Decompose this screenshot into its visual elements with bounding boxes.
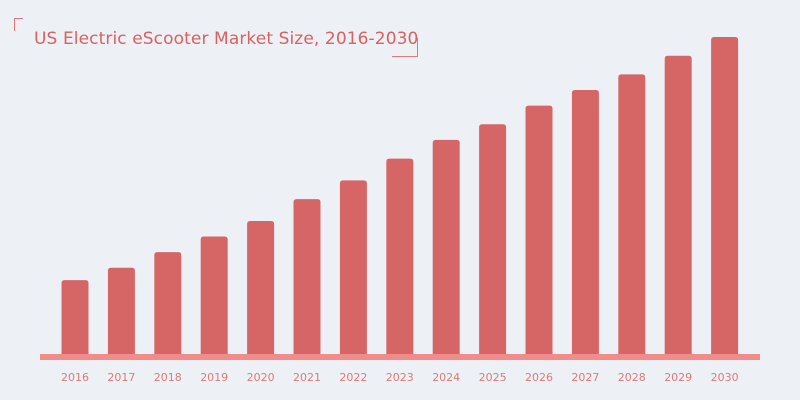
bars-group (61, 37, 739, 356)
x-tick-label-2019: 2019 (200, 371, 228, 384)
bar-2020 (247, 220, 275, 355)
bar-2025 (479, 124, 507, 355)
x-tick-label-2018: 2018 (154, 371, 182, 384)
bar-2021 (293, 199, 321, 355)
bar-2023 (386, 158, 414, 355)
bar-2028 (618, 74, 646, 355)
x-tick-label-2028: 2028 (618, 371, 646, 384)
bar-2019 (200, 236, 228, 355)
bar-2016 (61, 280, 89, 355)
bar-2018 (154, 252, 182, 355)
x-axis-tick-labels: 2016 2017 2018 2019 2020 2021 2022 2023 2024 2025… (61, 371, 739, 384)
x-tick-label-2017: 2017 (107, 371, 135, 384)
bar-2030 (711, 37, 739, 355)
bar-2024 (432, 139, 460, 355)
x-tick-label-2016: 2016 (61, 371, 89, 384)
bar-2022 (339, 180, 367, 355)
x-tick-label-2026: 2026 (525, 371, 553, 384)
x-tick-label-2025: 2025 (479, 371, 507, 384)
bar-2027 (571, 90, 599, 355)
x-tick-label-2021: 2021 (293, 371, 321, 384)
bar-2026 (525, 105, 553, 356)
x-tick-label-2022: 2022 (339, 371, 367, 384)
x-tick-label-2023: 2023 (386, 371, 414, 384)
x-tick-label-2029: 2029 (664, 371, 692, 384)
x-axis-baseline (40, 354, 760, 360)
bar-2017 (107, 267, 135, 355)
title-frame-corner-top-left (14, 18, 23, 31)
x-tick-label-2020: 2020 (247, 371, 275, 384)
x-tick-label-2030: 2030 (711, 371, 739, 384)
chart-title: US Electric eScooter Market Size, 2016-2… (34, 29, 419, 49)
x-tick-label-2024: 2024 (432, 371, 460, 384)
x-tick-label-2027: 2027 (571, 371, 599, 384)
bar-2029 (664, 55, 692, 356)
title-frame-corner-bottom-right (392, 38, 418, 57)
